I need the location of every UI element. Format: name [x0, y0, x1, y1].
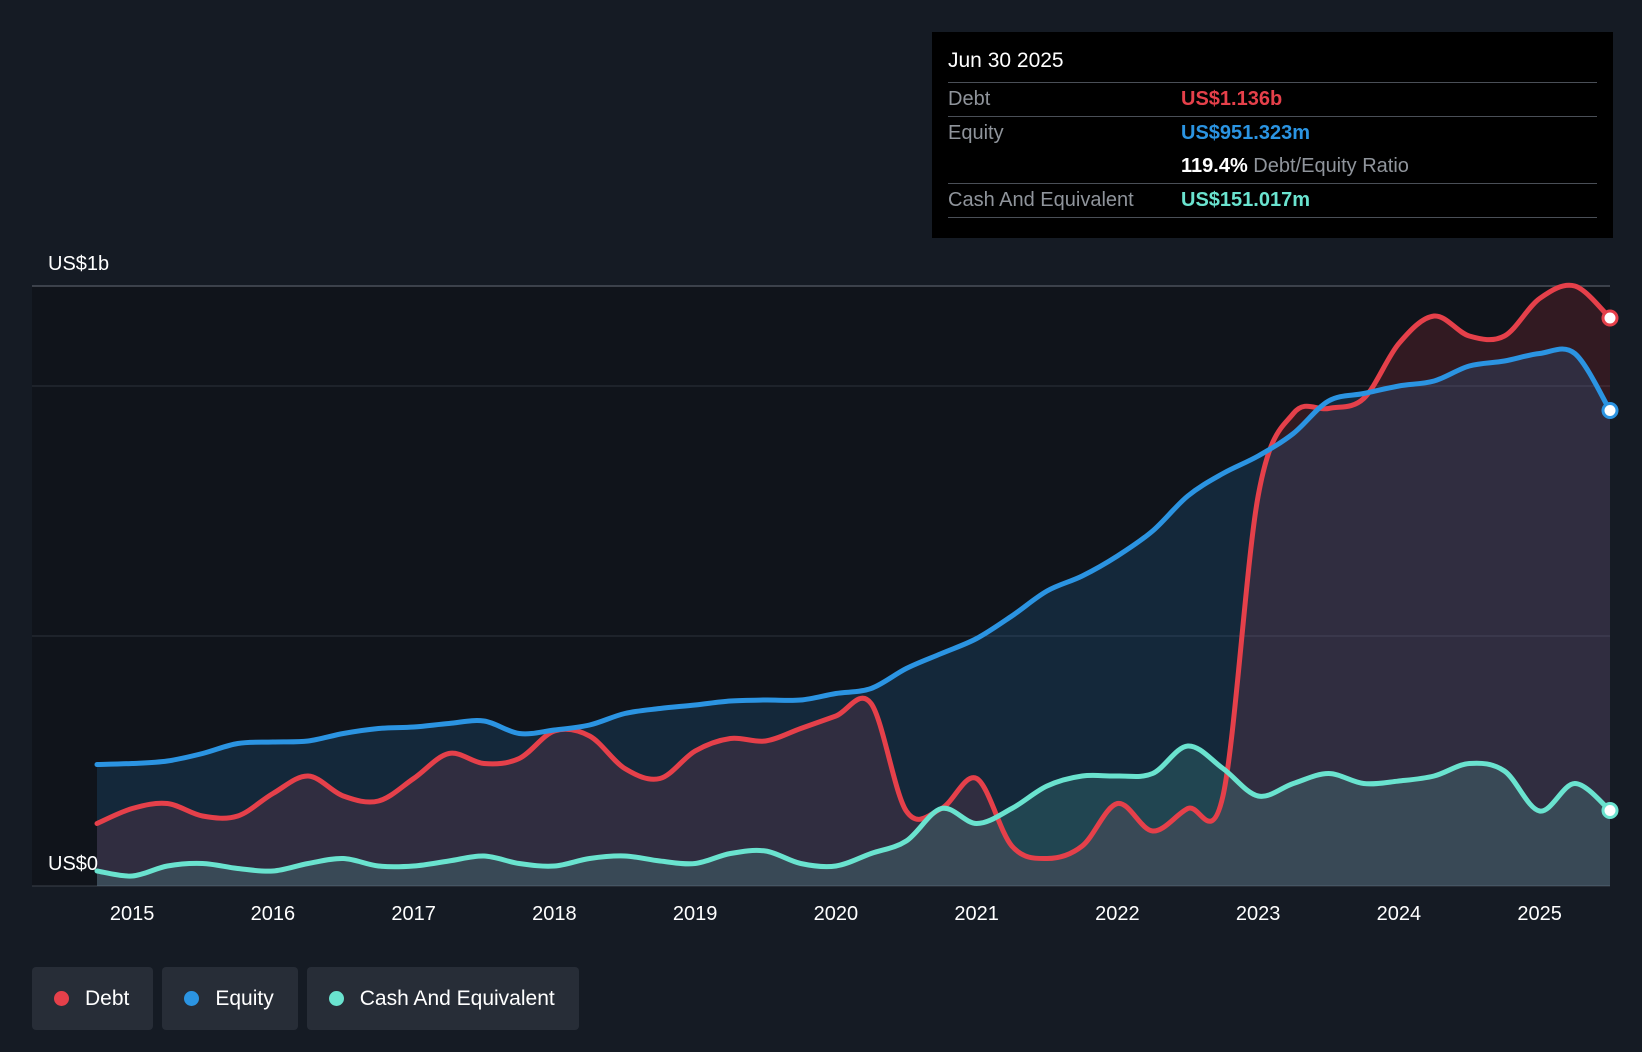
x-tick-label: 2018 — [532, 903, 577, 925]
equity-line — [94, 346, 1613, 767]
tooltip-ratio: 119.4% Debt/Equity Ratio — [1181, 150, 1409, 183]
tooltip-equity-label: Equity — [948, 122, 1004, 144]
legend-equity-label: Equity — [215, 986, 274, 1010]
legend-equity-dot-icon — [184, 991, 200, 1006]
tick-layer: 2015 2016 2017 2018 2019 2020 2021 2022 2023 2024… — [110, 903, 1562, 925]
x-tick-label: 2021 — [954, 903, 999, 925]
equity-end-marker[interactable] — [1601, 402, 1619, 419]
debt-line — [94, 282, 1613, 862]
x-tick-label: 2022 — [1095, 903, 1140, 925]
cash-and-equivalent-area — [97, 745, 1610, 886]
y-axis-top-label: US$1b — [48, 253, 109, 275]
x-tick-label: 2024 — [1377, 903, 1422, 925]
marker-layer — [1601, 309, 1619, 819]
legend: Debt Equity Cash And Equivalent — [32, 967, 579, 1030]
tooltip-equity-row: Equity US$951.323m — [948, 117, 1597, 150]
tooltip-debt-value: US$1.136b — [1181, 88, 1283, 110]
cash-and-equivalent-end-marker[interactable] — [1601, 802, 1619, 819]
y-axis-bottom-label: US$0 — [48, 853, 98, 875]
x-tick-label: 2025 — [1517, 903, 1562, 925]
x-tick-label: 2015 — [110, 903, 155, 925]
x-tick-label: 2023 — [1236, 903, 1281, 925]
x-tick-label: 2020 — [814, 903, 859, 925]
tooltip-cash-label: Cash And Equivalent — [948, 189, 1134, 211]
tooltip-debt-row: Debt US$1.136b — [948, 83, 1597, 117]
tooltip-ratio-value: 119.4% — [1181, 155, 1248, 177]
x-tick-label: 2017 — [391, 903, 436, 925]
tooltip-equity-value: US$951.323m — [1181, 122, 1310, 144]
tooltip-ratio-label: Debt/Equity Ratio — [1253, 155, 1409, 177]
line-layer — [94, 282, 1613, 879]
legend-debt-dot-icon — [54, 991, 69, 1006]
legend-cash-dot-icon — [328, 991, 344, 1006]
legend-cash-label: Cash And Equivalent — [359, 986, 555, 1010]
legend-item-debt[interactable]: Debt — [32, 967, 154, 1030]
tooltip-ratio-spacer — [948, 150, 1181, 183]
tooltip-ratio-row: 119.4% Debt/Equity Ratio — [948, 150, 1597, 184]
debt-area — [97, 285, 1610, 887]
legend-debt-label: Debt — [85, 986, 130, 1010]
tooltip-cash-row: Cash And Equivalent US$151.017m — [948, 184, 1597, 218]
tooltip: Jun 30 2025 Debt US$1.136b Equity US$951… — [932, 32, 1613, 238]
debt-end-marker[interactable] — [1601, 309, 1619, 327]
tooltip-debt-label: Debt — [948, 88, 991, 110]
legend-item-equity[interactable]: Equity — [162, 967, 298, 1030]
x-tick-label: 2019 — [673, 903, 718, 925]
cash-and-equivalent-line — [94, 743, 1613, 879]
tooltip-cash-value: US$151.017m — [1181, 189, 1310, 211]
grid-layer — [32, 285, 1610, 887]
tooltip-date: Jun 30 2025 — [948, 46, 1597, 83]
legend-item-cash[interactable]: Cash And Equivalent — [306, 967, 579, 1030]
x-tick-label: 2016 — [251, 903, 296, 925]
